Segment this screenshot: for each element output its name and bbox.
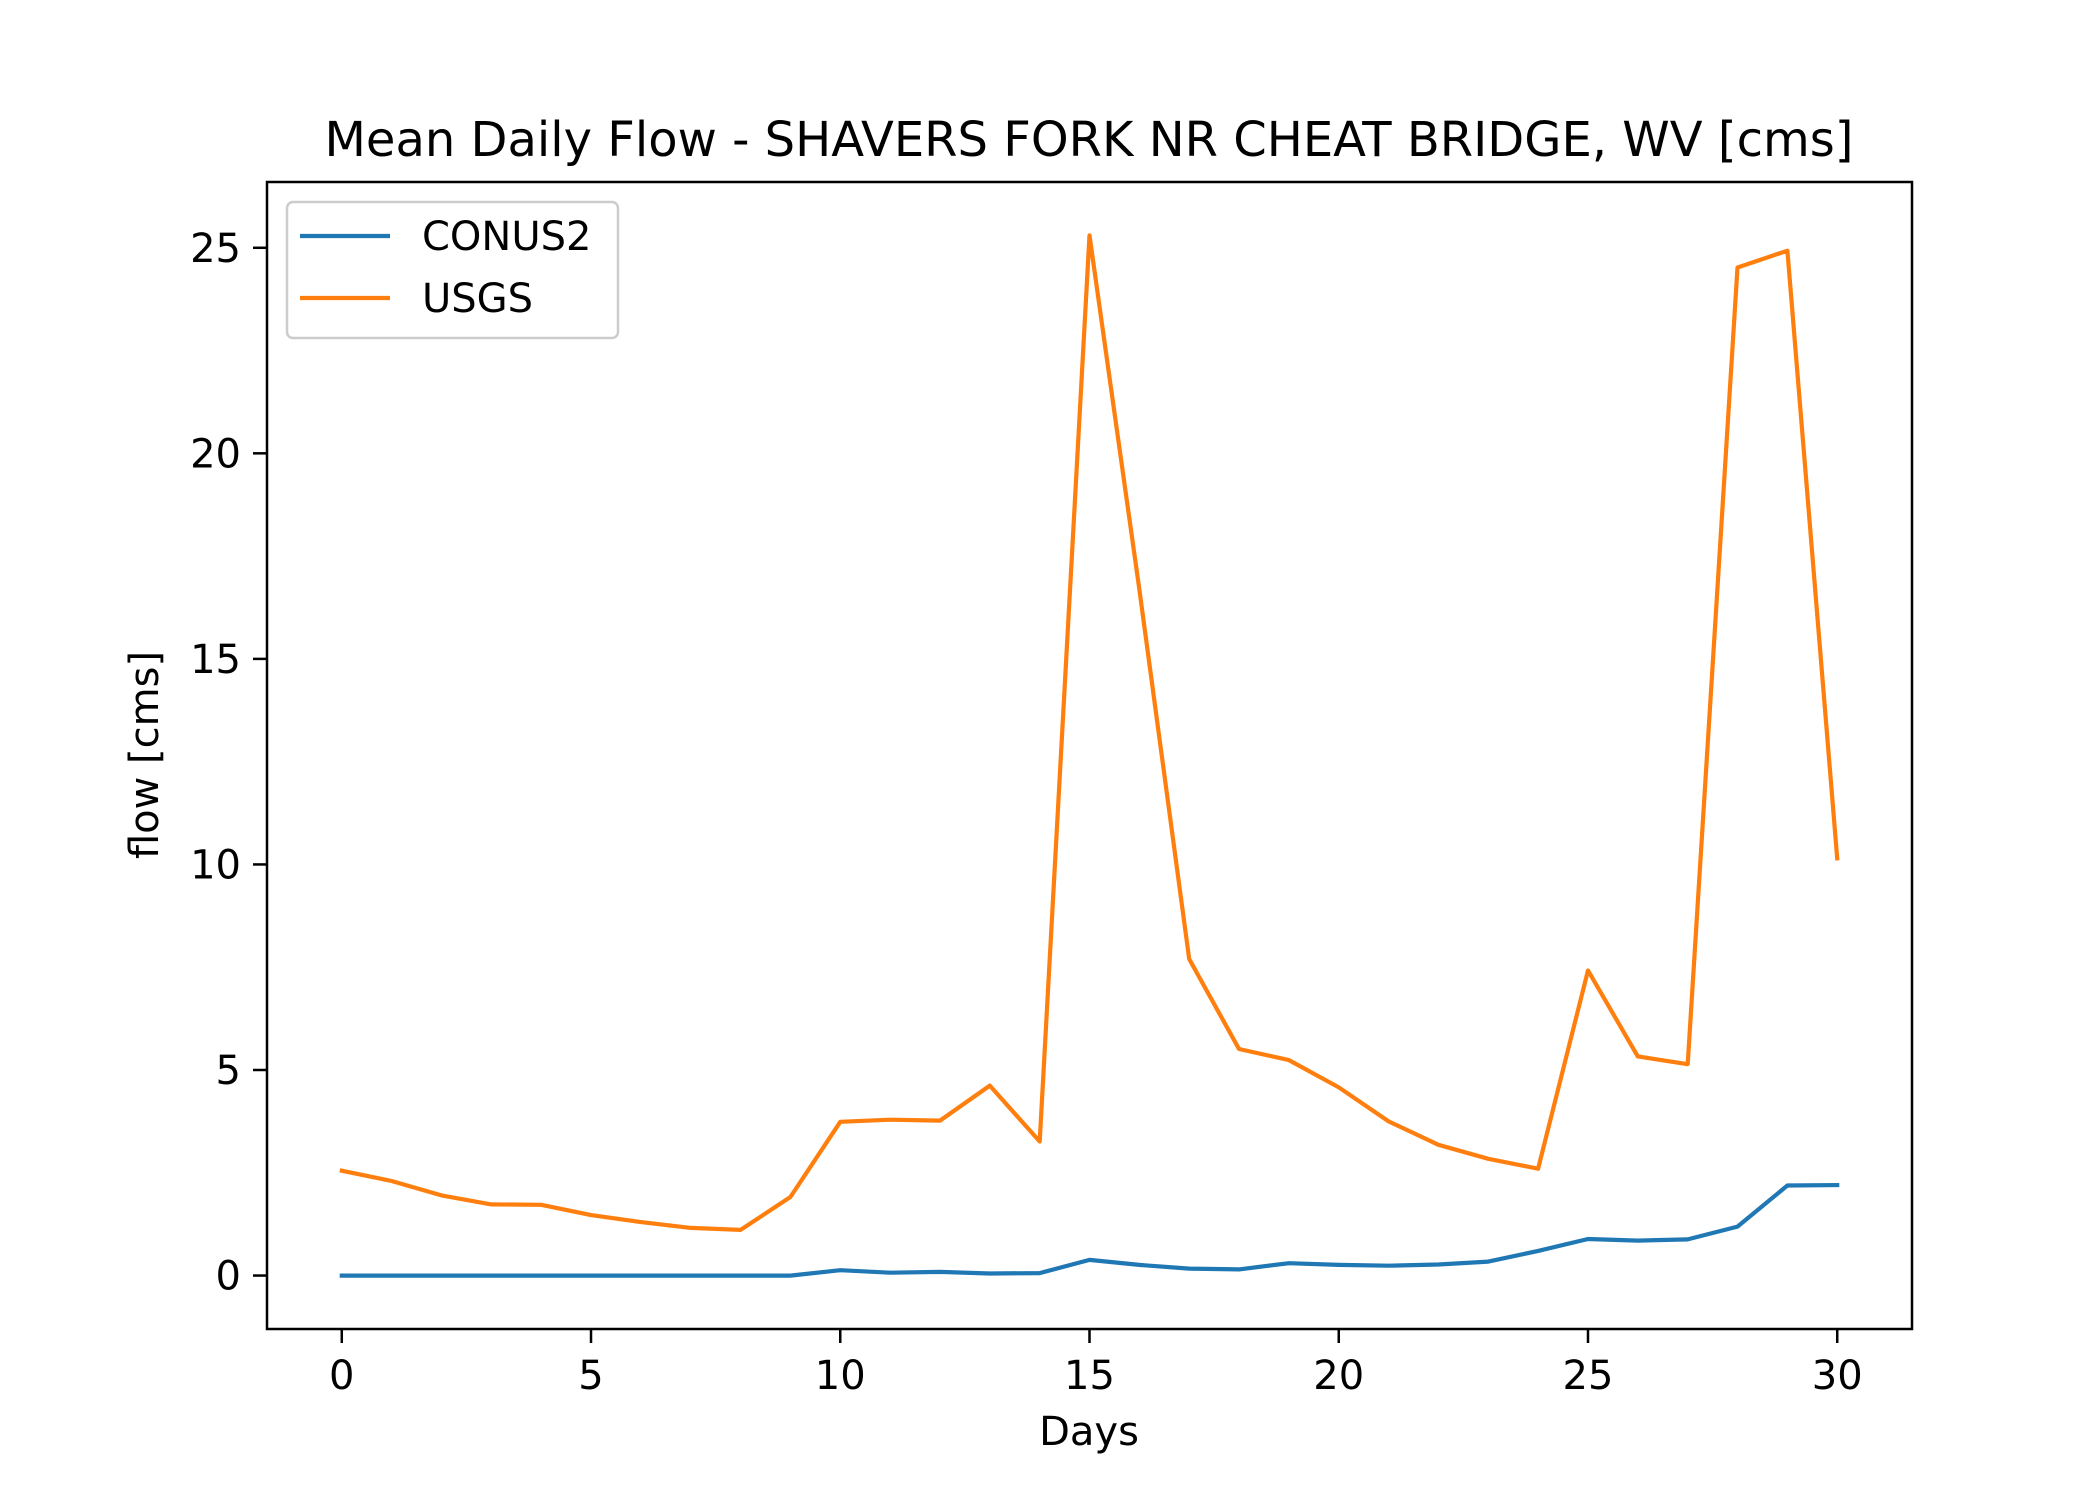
legend-label-usgs: USGS — [422, 276, 533, 322]
series-layer — [339, 233, 1840, 1278]
x-tick-label: 15 — [1064, 1353, 1115, 1399]
y-tick-label: 20 — [190, 431, 241, 477]
x-tick-label: 0 — [329, 1353, 354, 1399]
y-tick-label: 25 — [190, 226, 241, 272]
plot-frame — [265, 180, 1914, 1331]
legend: CONUS2 USGS — [285, 200, 620, 340]
y-tick-label: 5 — [216, 1048, 241, 1094]
y-tick-label: 10 — [190, 842, 241, 888]
x-axis-label: Days — [1039, 1409, 1139, 1455]
x-tick-label: 30 — [1812, 1353, 1863, 1399]
x-tick-label: 5 — [578, 1353, 603, 1399]
y-axis-label: flow [cms] — [122, 651, 168, 859]
series-line-conus2 — [339, 1182, 1840, 1278]
chart-title: Mean Daily Flow - SHAVERS FORK NR CHEAT … — [325, 112, 1854, 168]
y-tick-label: 0 — [216, 1254, 241, 1300]
y-axis: 0 5 10 15 20 25 — [190, 226, 267, 1300]
series-line-usgs — [339, 233, 1840, 1233]
x-tick-label: 25 — [1563, 1353, 1614, 1399]
legend-label-conus2: CONUS2 — [422, 214, 591, 260]
x-tick-label: 20 — [1313, 1353, 1364, 1399]
x-axis: 0 5 10 15 20 25 30 — [329, 1329, 1863, 1399]
x-tick-label: 10 — [815, 1353, 866, 1399]
y-tick-label: 15 — [190, 637, 241, 683]
